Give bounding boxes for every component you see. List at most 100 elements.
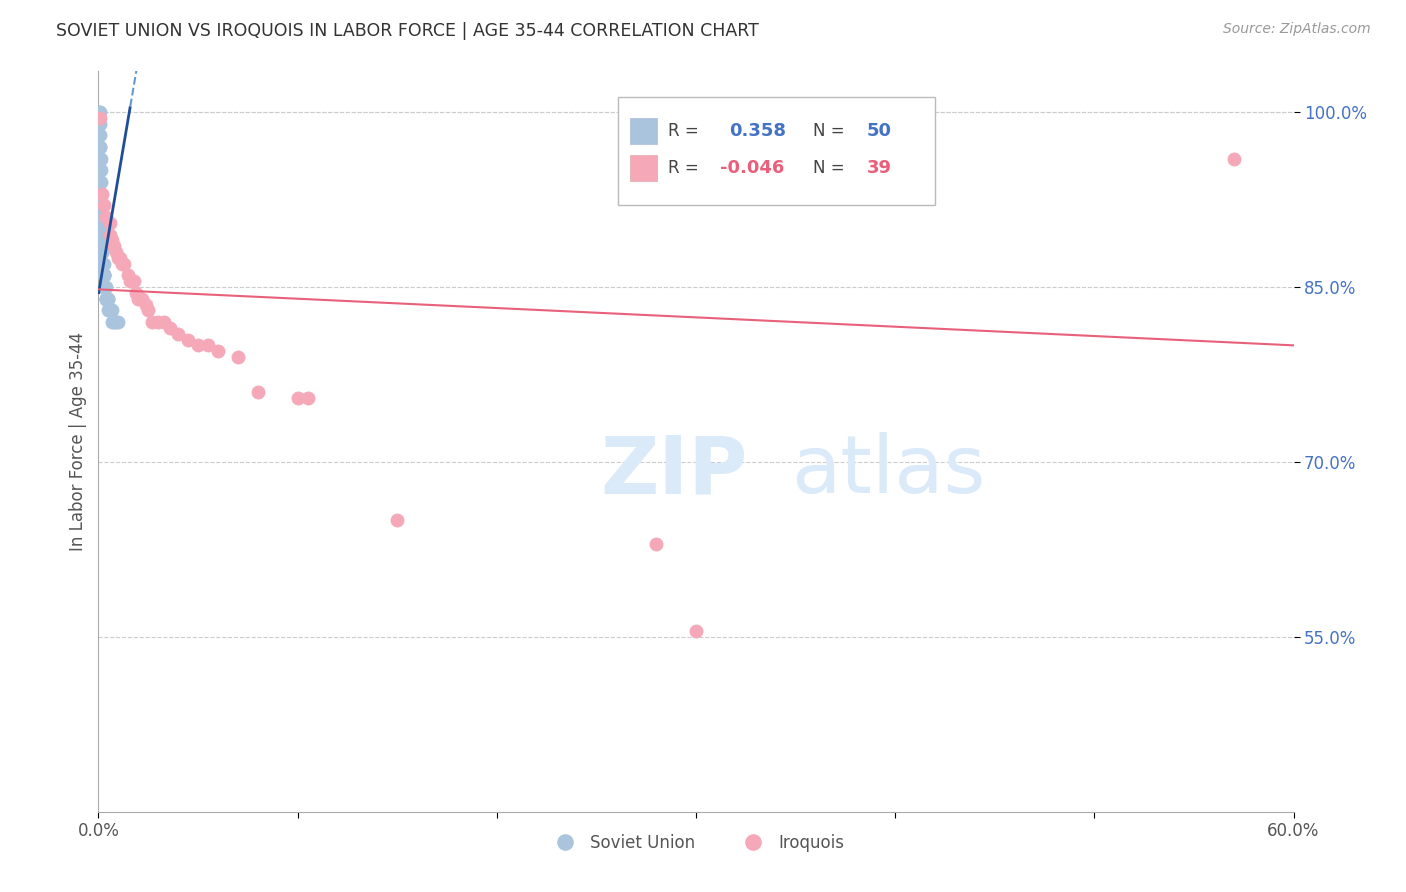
Point bbox=[117, 268, 139, 283]
Point bbox=[97, 292, 120, 306]
Point bbox=[90, 186, 112, 201]
Point bbox=[120, 274, 142, 288]
Point bbox=[93, 280, 115, 294]
Text: ZIP: ZIP bbox=[600, 432, 748, 510]
Point bbox=[91, 257, 114, 271]
Point bbox=[93, 257, 115, 271]
Point bbox=[91, 186, 114, 201]
Point bbox=[112, 257, 135, 271]
Text: 39: 39 bbox=[868, 159, 891, 177]
Point bbox=[105, 315, 128, 329]
Text: SOVIET UNION VS IROQUOIS IN LABOR FORCE | AGE 35-44 CORRELATION CHART: SOVIET UNION VS IROQUOIS IN LABOR FORCE … bbox=[56, 22, 759, 40]
Point bbox=[98, 216, 122, 230]
Point bbox=[91, 234, 114, 248]
Point bbox=[89, 140, 111, 154]
Text: Source: ZipAtlas.com: Source: ZipAtlas.com bbox=[1223, 22, 1371, 37]
Point bbox=[89, 117, 111, 131]
Point bbox=[91, 221, 114, 235]
Point bbox=[148, 315, 170, 329]
Point bbox=[135, 297, 157, 311]
Point bbox=[93, 268, 115, 283]
Point bbox=[90, 163, 112, 178]
Y-axis label: In Labor Force | Age 35-44: In Labor Force | Age 35-44 bbox=[69, 332, 87, 551]
Point bbox=[93, 280, 115, 294]
Point bbox=[167, 326, 190, 341]
FancyBboxPatch shape bbox=[619, 97, 935, 204]
Legend: Soviet Union, Iroquois: Soviet Union, Iroquois bbox=[541, 828, 851, 859]
Point bbox=[90, 210, 112, 224]
Point bbox=[121, 274, 143, 288]
Text: R =: R = bbox=[668, 159, 699, 177]
Point bbox=[91, 245, 114, 260]
Point bbox=[187, 338, 209, 352]
Point bbox=[89, 105, 111, 120]
Point bbox=[107, 251, 129, 265]
Point bbox=[101, 315, 124, 329]
Point bbox=[226, 350, 249, 364]
Point bbox=[177, 333, 200, 347]
Point bbox=[93, 268, 115, 283]
Point bbox=[91, 257, 114, 271]
Point bbox=[136, 303, 159, 318]
Point bbox=[1223, 152, 1246, 166]
Point bbox=[93, 198, 115, 212]
Text: 50: 50 bbox=[868, 121, 891, 139]
Point bbox=[246, 384, 269, 399]
Point bbox=[89, 105, 111, 120]
Point bbox=[159, 321, 181, 335]
Text: R =: R = bbox=[668, 121, 699, 139]
Point bbox=[127, 292, 149, 306]
Point bbox=[89, 140, 111, 154]
Point bbox=[98, 303, 122, 318]
Point bbox=[91, 245, 114, 260]
Bar bbox=[630, 118, 657, 144]
Point bbox=[197, 338, 219, 352]
Bar bbox=[630, 154, 657, 180]
Point bbox=[96, 292, 118, 306]
Point bbox=[91, 257, 114, 271]
Point bbox=[90, 175, 112, 189]
Point bbox=[93, 280, 115, 294]
Point bbox=[89, 128, 111, 143]
Point bbox=[96, 292, 118, 306]
Text: N =: N = bbox=[813, 159, 845, 177]
Point bbox=[96, 280, 118, 294]
Point bbox=[91, 234, 114, 248]
Text: -0.046: -0.046 bbox=[720, 159, 785, 177]
Point bbox=[124, 274, 146, 288]
Point bbox=[385, 513, 409, 527]
Point bbox=[90, 210, 112, 224]
Point bbox=[90, 186, 112, 201]
Point bbox=[107, 315, 129, 329]
Point bbox=[89, 111, 111, 125]
Point bbox=[90, 152, 112, 166]
Point bbox=[110, 251, 132, 265]
Point bbox=[97, 292, 120, 306]
Point bbox=[287, 391, 309, 405]
Point bbox=[96, 292, 118, 306]
Point bbox=[91, 221, 114, 235]
Point bbox=[96, 210, 118, 224]
Point bbox=[98, 227, 122, 242]
Text: atlas: atlas bbox=[792, 432, 986, 510]
Point bbox=[101, 234, 124, 248]
Point bbox=[645, 536, 668, 550]
Text: 0.358: 0.358 bbox=[730, 121, 786, 139]
Point bbox=[207, 344, 229, 359]
Point bbox=[685, 624, 707, 638]
Point bbox=[93, 268, 115, 283]
Point bbox=[131, 292, 153, 306]
Point bbox=[111, 257, 134, 271]
Point bbox=[93, 280, 115, 294]
Point bbox=[141, 315, 163, 329]
Point bbox=[101, 303, 124, 318]
Point bbox=[153, 315, 176, 329]
Point bbox=[103, 239, 125, 253]
Point bbox=[125, 285, 148, 300]
Point bbox=[98, 303, 122, 318]
Text: N =: N = bbox=[813, 121, 845, 139]
Point bbox=[97, 303, 120, 318]
Point bbox=[96, 292, 118, 306]
Point bbox=[93, 268, 115, 283]
Point bbox=[103, 315, 125, 329]
